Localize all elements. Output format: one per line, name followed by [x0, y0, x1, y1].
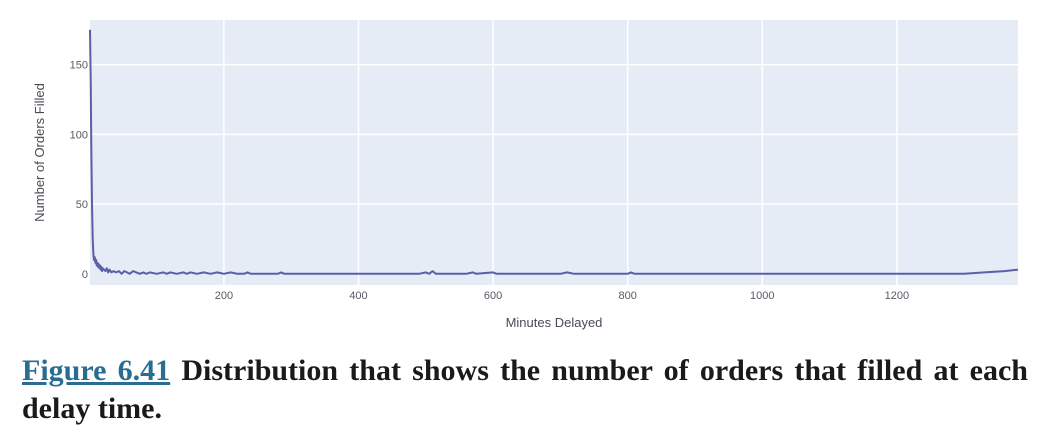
y-axis-title: Number of Orders Filled	[32, 83, 47, 222]
line-chart: 200 400 600 800 1000 1200 0 50 100 150 Minutes D…	[32, 20, 1019, 330]
y-tick-label: 50	[76, 199, 88, 211]
x-tick-label: 800	[619, 290, 637, 302]
caption-text: Distribution that shows the number of or…	[22, 354, 1028, 425]
x-tick-label: 1200	[885, 290, 909, 302]
x-axis-title: Minutes Delayed	[506, 315, 603, 330]
x-tick-label: 1000	[750, 290, 774, 302]
figure-label-link[interactable]: Figure 6.41	[22, 354, 171, 387]
plot-area	[90, 20, 1018, 285]
x-axis-ticks: 200 400 600 800 1000 1200	[215, 290, 909, 302]
y-axis-ticks: 0 50 100 150	[70, 60, 88, 281]
y-tick-label: 100	[70, 129, 88, 141]
x-tick-label: 400	[349, 290, 367, 302]
x-tick-label: 600	[484, 290, 502, 302]
y-tick-label: 0	[82, 269, 88, 281]
y-tick-label: 150	[70, 60, 88, 72]
series-line	[89, 29, 1019, 275]
gridlines	[90, 20, 1018, 285]
figure-caption: Figure 6.41 Distribution that shows the …	[22, 352, 1028, 428]
x-tick-label: 200	[215, 290, 233, 302]
